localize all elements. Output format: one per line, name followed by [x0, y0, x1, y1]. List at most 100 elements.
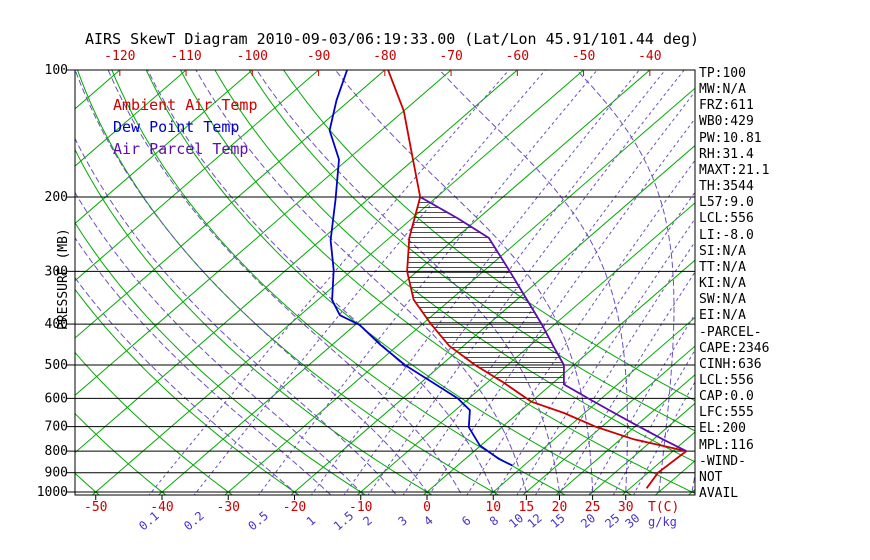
stat-item: LCL:556 [699, 372, 754, 388]
moist-adiabat-line [75, 70, 430, 495]
stat-item: MAXT:21.1 [699, 162, 770, 178]
legend: Ambient Air Temp Dew Point Temp Air Parcel… [113, 94, 258, 160]
dry-adiabat-line [180, 70, 695, 494]
isotherm-line [522, 345, 695, 495]
isotherm-line [75, 70, 187, 167]
pressure-tick-label: 300 [45, 264, 68, 279]
mixing-ratio-line [148, 70, 510, 495]
pressure-tick-label: 700 [45, 420, 68, 435]
stat-item: RH:31.4 [699, 146, 754, 162]
top-temp-label: -110 [170, 49, 201, 64]
mixing-ratio-line [494, 191, 695, 495]
stat-item: MPL:116 [699, 437, 754, 453]
bottom-temp-label: 25 [585, 500, 601, 515]
bottom-temp-label: 10 [485, 500, 501, 515]
chart-title: AIRS SkewT Diagram 2010-09-03/06:19:33.0… [85, 30, 700, 48]
stat-item: LCL:556 [699, 211, 754, 227]
moist-adiabat-line [75, 191, 365, 495]
stat-item: SI:N/A [699, 243, 746, 259]
pressure-tick-label: 100 [45, 63, 68, 78]
top-temp-label: -80 [373, 49, 396, 64]
cape-hatch-area [407, 197, 564, 385]
mixing-ratio-label: 3 [395, 513, 410, 528]
bottom-temp-label: 15 [519, 500, 535, 515]
dewpoint-curve [328, 70, 513, 467]
dry-adiabat-line [283, 70, 695, 402]
stat-item: -WIND- [699, 453, 746, 469]
mixing-ratio-line [193, 70, 546, 495]
dry-adiabat-line [111, 70, 567, 495]
mixing-ratio-label: 0.5 [245, 509, 271, 534]
top-temp-label: -50 [572, 49, 595, 64]
moist-adiabat-line [334, 70, 594, 495]
mixing-ratio-line [466, 159, 695, 495]
dry-adiabat-line [75, 221, 367, 495]
mixing-ratio-line [428, 117, 695, 495]
bottom-temp-label: 30 [618, 500, 634, 515]
mixing-ratio-line [310, 70, 640, 495]
stat-item: -PARCEL- [699, 324, 762, 340]
stat-item: WB0:429 [699, 114, 754, 130]
isotherm-line [91, 70, 584, 495]
bottom-temp-label: -10 [349, 500, 372, 515]
dry-adiabat-line [145, 70, 633, 495]
ambient-temp-curve [387, 70, 688, 489]
pressure-tick-label: 800 [45, 444, 68, 459]
isotherm-line [489, 316, 695, 495]
moist-adiabat-line [195, 70, 528, 495]
stat-item: AVAIL [699, 486, 739, 502]
mixing-ratio-label: 1 [304, 513, 319, 528]
stat-item: MW:N/A [699, 82, 746, 98]
top-temp-label: -60 [506, 49, 529, 64]
bottom-temp-label: -30 [217, 500, 240, 515]
bottom-temp-label: -40 [150, 500, 173, 515]
pressure-tick-label: 500 [45, 358, 68, 373]
stat-item: CAP:0.0 [699, 389, 754, 405]
dry-adiabat-line [214, 70, 695, 463]
bottom-temp-label: 0 [423, 500, 431, 515]
top-temp-label: -90 [307, 49, 330, 64]
stat-item: TT:N/A [699, 259, 746, 275]
stat-item: EI:N/A [699, 308, 746, 324]
stat-item: TP:100 [699, 66, 746, 81]
stat-item: LI:-8.0 [699, 227, 754, 243]
mixing-ratio-line [558, 271, 695, 495]
top-temp-label: -70 [439, 49, 462, 64]
stat-item: CAPE:2346 [699, 340, 770, 356]
isotherm-line [423, 259, 695, 495]
isotherm-line [75, 70, 319, 282]
bottom-temp-label: -50 [84, 500, 107, 515]
legend-air-parcel-temp: Air Parcel Temp [113, 140, 249, 158]
dry-adiabat-line [75, 472, 101, 495]
mixing-ratio-label: 2 [360, 513, 375, 528]
isotherm-line [555, 374, 695, 495]
isotherm-line [75, 70, 518, 454]
mixing-ratio-line [534, 241, 695, 495]
pressure-axis-label: PRESSURE (MB) [56, 228, 71, 330]
pressure-tick-label: 1000 [37, 485, 68, 500]
dry-adiabat-line [75, 288, 300, 495]
pressure-tick-label: 400 [45, 317, 68, 332]
mixing-ratio-label: 8 [487, 513, 502, 528]
legend-ambient-air-temp: Ambient Air Temp [113, 96, 258, 114]
mixing-ratio-unit-label: g/kg [648, 515, 677, 529]
isotherm-line [356, 202, 695, 495]
pressure-tick-label: 900 [45, 466, 68, 481]
mixing-ratio-line [402, 90, 695, 495]
moist-adiabat-line [439, 70, 628, 495]
stat-item: L57:9.0 [699, 195, 754, 211]
stat-item: SW:N/A [699, 292, 746, 308]
isotherm-line [290, 144, 695, 495]
bottom-temp-label: -20 [283, 500, 306, 515]
stat-item: TH:3544 [699, 179, 754, 195]
moist-adiabat-line [256, 70, 561, 495]
moist-adiabat-line [75, 276, 299, 495]
stat-item: PW:10.81 [699, 130, 762, 146]
mixing-ratio-line [516, 217, 695, 495]
stats-panel: TP:100 MW:N/A FRZ:611 WB0:429 PW:10.81 RH:31.… [699, 66, 769, 502]
sounding-curves [328, 70, 688, 489]
top-temp-label: -40 [638, 49, 661, 64]
temp-unit-label: T(C) [648, 500, 679, 515]
